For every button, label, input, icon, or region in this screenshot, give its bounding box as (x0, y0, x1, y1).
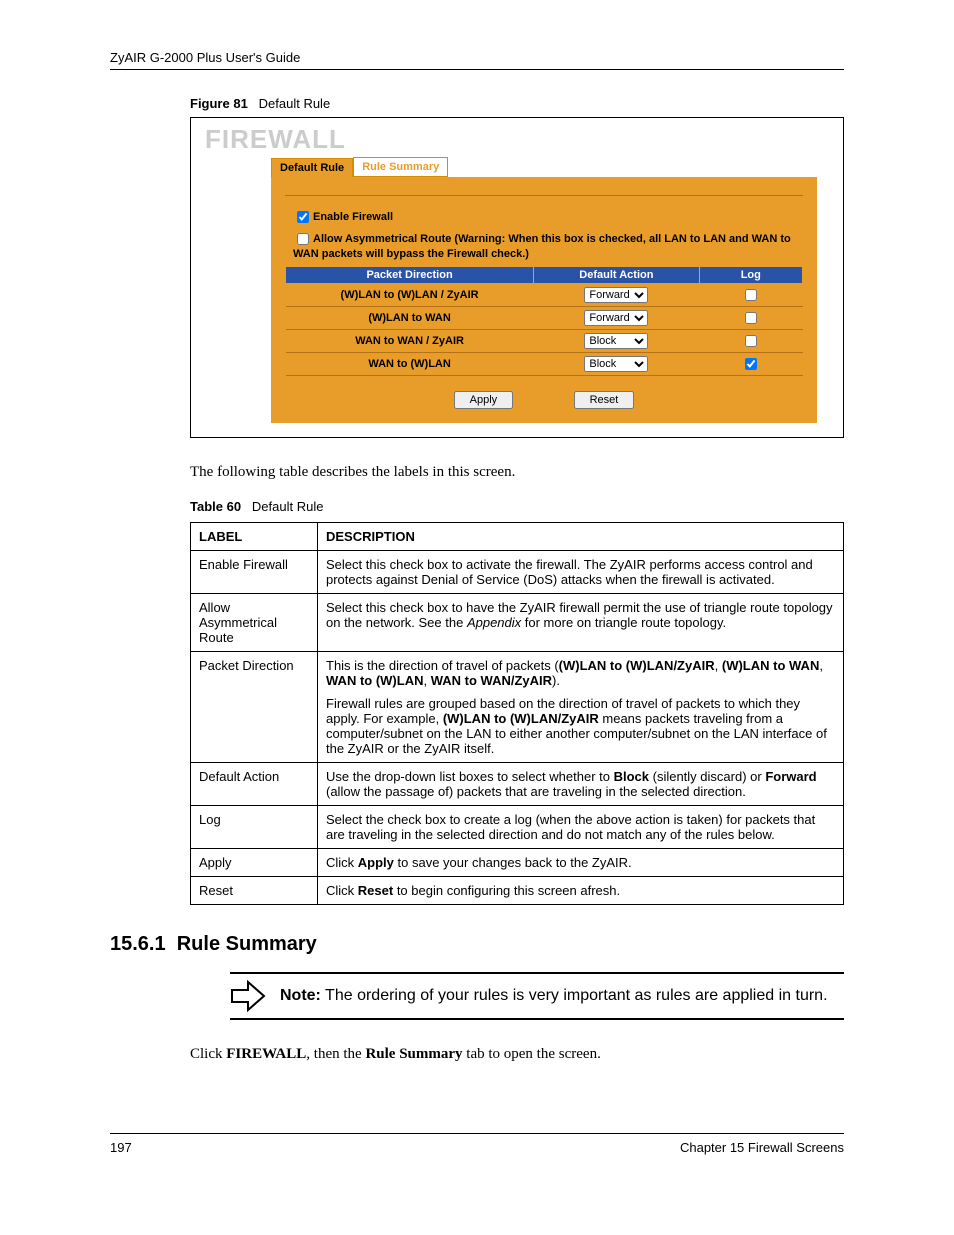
log-checkbox[interactable] (745, 312, 757, 324)
table-row: Allow Asymmetrical Route Select this che… (191, 594, 844, 652)
label-cell: Allow Asymmetrical Route (191, 594, 318, 652)
button-row: Apply Reset (285, 390, 803, 409)
col-default-action: Default Action (534, 267, 699, 284)
page-number: 197 (110, 1140, 132, 1155)
section-heading: 15.6.1 Rule Summary (110, 933, 844, 956)
desc-cell: This is the direction of travel of packe… (318, 652, 844, 763)
note-text: Note: The ordering of your rules is very… (280, 985, 828, 1007)
tab-bar: Default RuleRule Summary (271, 157, 837, 177)
table-label: Table 60 (190, 499, 241, 514)
label-cell: Apply (191, 849, 318, 877)
guide-title: ZyAIR G-2000 Plus User's Guide (110, 50, 300, 65)
table-caption: Table 60 Default Rule (190, 499, 844, 514)
figure-label: Figure 81 (190, 96, 248, 111)
table-row: Reset Click Reset to begin configuring t… (191, 877, 844, 905)
desc-cell: Select this check box to activate the fi… (318, 551, 844, 594)
note-block: Note: The ordering of your rules is very… (230, 972, 844, 1020)
label-cell: Default Action (191, 763, 318, 806)
table-row: Packet Direction This is the direction o… (191, 652, 844, 763)
col-description: DESCRIPTION (318, 523, 844, 551)
log-checkbox[interactable] (745, 358, 757, 370)
label-cell: Enable Firewall (191, 551, 318, 594)
table-row: Apply Click Apply to save your changes b… (191, 849, 844, 877)
arrow-right-icon (230, 980, 266, 1012)
description-table: LABEL DESCRIPTION Enable Firewall Select… (190, 522, 844, 905)
asym-route-checkbox[interactable] (297, 233, 309, 245)
label-cell: Packet Direction (191, 652, 318, 763)
desc-cell: Use the drop-down list boxes to select w… (318, 763, 844, 806)
desc-cell: Click Reset to begin configuring this sc… (318, 877, 844, 905)
table-title: Default Rule (252, 499, 324, 514)
dir-cell: WAN to (W)LAN (286, 353, 534, 376)
col-packet-direction: Packet Direction (286, 267, 534, 284)
intro-text: The following table describes the labels… (190, 464, 844, 481)
panel-heading: FIREWALL (205, 124, 837, 155)
page-header: ZyAIR G-2000 Plus User's Guide (110, 50, 844, 70)
col-label: LABEL (191, 523, 318, 551)
section-title: Rule Summary (177, 933, 317, 955)
enable-firewall-label: Enable Firewall (313, 211, 393, 223)
table-row: (W)LAN to WAN Forward (286, 307, 803, 330)
enable-firewall-checkbox[interactable] (297, 211, 309, 223)
desc-cell: Select the check box to create a log (wh… (318, 806, 844, 849)
enable-firewall-row: Enable Firewall (293, 208, 803, 226)
section-number: 15.6.1 (110, 933, 166, 955)
table-row: Log Select the check box to create a log… (191, 806, 844, 849)
firewall-screenshot: FIREWALL Default RuleRule Summary Enable… (190, 117, 844, 438)
action-select[interactable]: Block (584, 356, 648, 372)
table-row: WAN to WAN / ZyAIR Block (286, 330, 803, 353)
dir-cell: (W)LAN to WAN (286, 307, 534, 330)
label-cell: Reset (191, 877, 318, 905)
firewall-rules-table: Packet Direction Default Action Log (W)L… (285, 266, 803, 376)
table-row: Enable Firewall Select this check box to… (191, 551, 844, 594)
action-select[interactable]: Forward (584, 310, 648, 326)
page-footer: 197 Chapter 15 Firewall Screens (110, 1133, 844, 1155)
apply-button[interactable]: Apply (454, 391, 514, 409)
firewall-panel: Enable Firewall Allow Asymmetrical Route… (271, 177, 817, 423)
log-checkbox[interactable] (745, 289, 757, 301)
col-log: Log (699, 267, 802, 284)
label-cell: Log (191, 806, 318, 849)
table-row: (W)LAN to (W)LAN / ZyAIR Forward (286, 284, 803, 307)
table-row: WAN to (W)LAN Block (286, 353, 803, 376)
desc-cell: Click Apply to save your changes back to… (318, 849, 844, 877)
asym-route-label: Allow Asymmetrical Route (Warning: When … (293, 233, 791, 260)
table-row: Default Action Use the drop-down list bo… (191, 763, 844, 806)
log-checkbox[interactable] (745, 335, 757, 347)
action-select[interactable]: Block (584, 333, 648, 349)
chapter-label: Chapter 15 Firewall Screens (680, 1140, 844, 1155)
figure-title: Default Rule (259, 96, 331, 111)
tab-default-rule[interactable]: Default Rule (271, 158, 353, 177)
action-select[interactable]: Forward (584, 287, 648, 303)
desc-cell: Select this check box to have the ZyAIR … (318, 594, 844, 652)
dir-cell: (W)LAN to (W)LAN / ZyAIR (286, 284, 534, 307)
asym-route-row: Allow Asymmetrical Route (Warning: When … (293, 230, 803, 260)
click-instruction: Click FIREWALL, then the Rule Summary ta… (190, 1046, 844, 1063)
figure-caption: Figure 81 Default Rule (190, 96, 844, 111)
reset-button[interactable]: Reset (574, 391, 635, 409)
tab-rule-summary[interactable]: Rule Summary (353, 157, 448, 177)
dir-cell: WAN to WAN / ZyAIR (286, 330, 534, 353)
